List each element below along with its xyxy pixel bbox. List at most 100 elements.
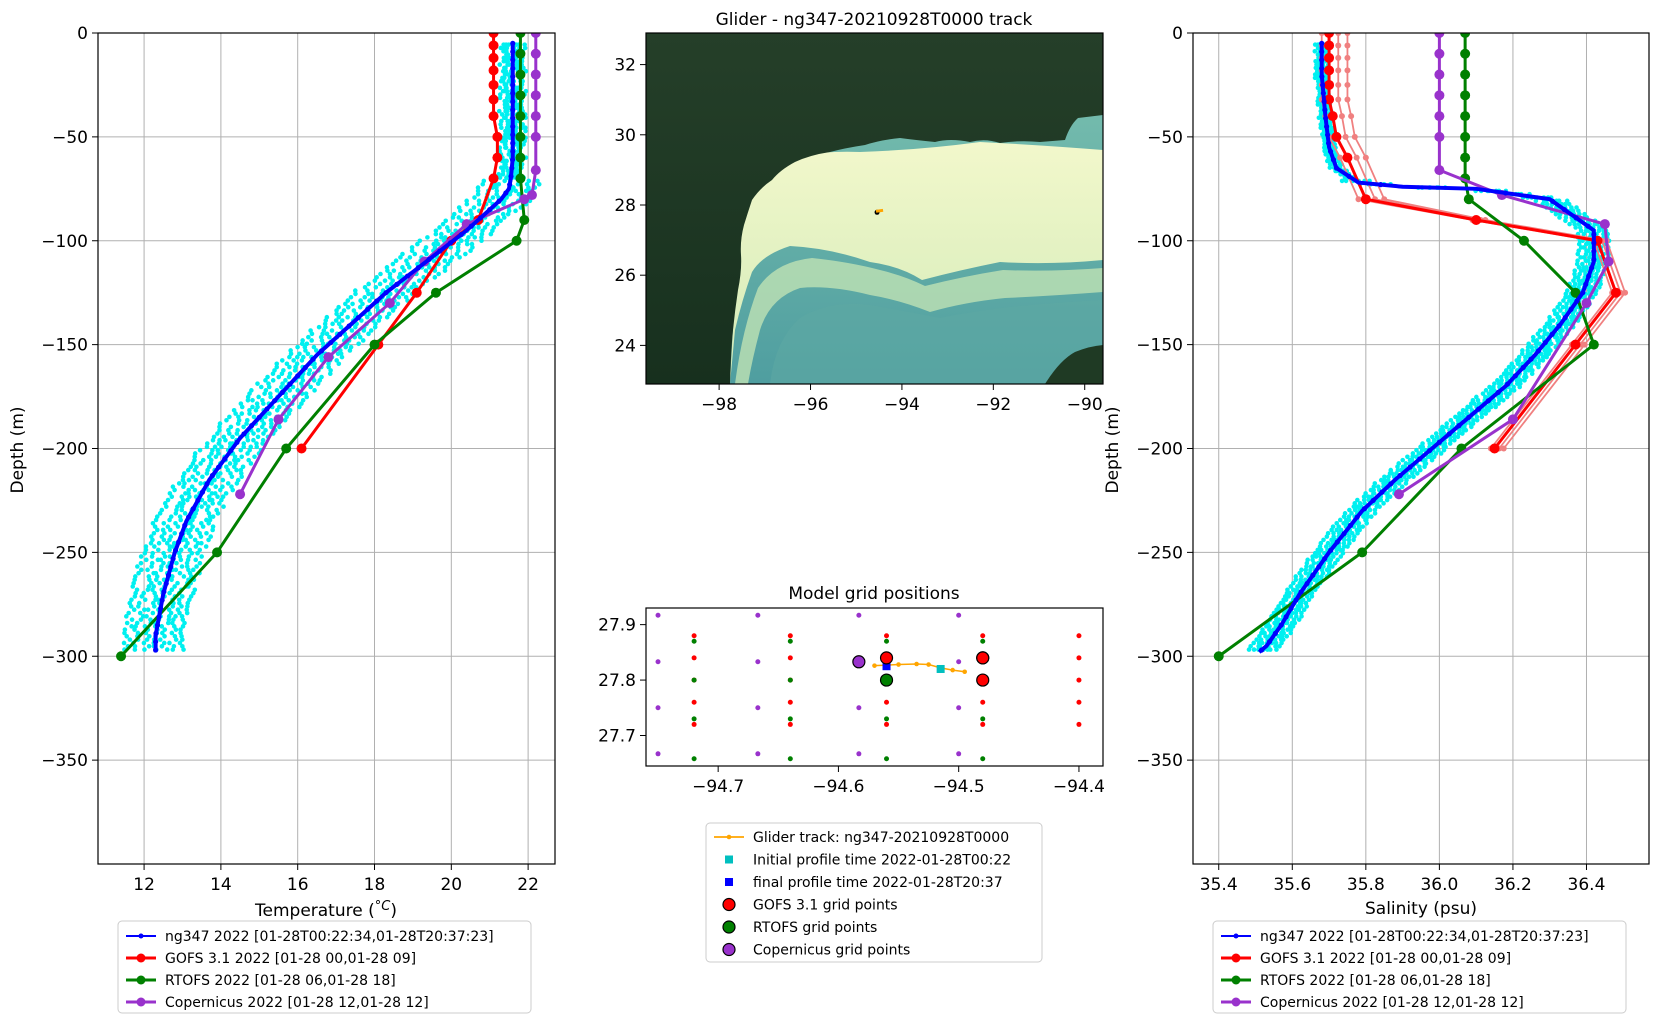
glider-scatter-point bbox=[208, 534, 214, 539]
glider-scatter-point bbox=[506, 125, 511, 131]
glider-scatter-point bbox=[475, 188, 481, 194]
glider-scatter-point bbox=[1402, 464, 1408, 470]
glider-scatter-point bbox=[360, 301, 365, 307]
glider-scatter-point bbox=[268, 394, 273, 400]
legend-marker bbox=[1231, 997, 1241, 1007]
glider-scatter-point bbox=[157, 637, 163, 642]
bathymetry-map bbox=[646, 33, 1103, 384]
glider-scatter-point bbox=[315, 381, 321, 386]
glider-scatter-point bbox=[219, 444, 224, 450]
glider-mean-point bbox=[510, 74, 516, 80]
glider-scatter-point bbox=[179, 604, 184, 609]
series-point-1 bbox=[1489, 443, 1500, 454]
gofs-grid-point bbox=[980, 699, 986, 705]
series-point-2 bbox=[515, 131, 526, 142]
glider-scatter-point bbox=[167, 640, 172, 646]
gofs-extra-profile-point bbox=[1342, 133, 1349, 140]
glider-scatter-point bbox=[514, 105, 519, 111]
glider-scatter-point bbox=[213, 454, 219, 460]
glider-scatter-point bbox=[1501, 371, 1507, 377]
series-point-1 bbox=[1342, 152, 1353, 163]
glider-scatter-point bbox=[1449, 424, 1455, 430]
glider-mean-point bbox=[199, 489, 206, 495]
glider-scatter-point bbox=[189, 550, 195, 556]
glider-scatter-point bbox=[185, 467, 191, 473]
glider-scatter-point bbox=[150, 610, 156, 616]
glider-scatter-point bbox=[197, 447, 203, 453]
glider-scatter-point bbox=[1341, 514, 1347, 519]
series-point-3 bbox=[1599, 219, 1610, 230]
glider-scatter-point bbox=[180, 637, 185, 642]
glider-scatter-point bbox=[1303, 570, 1309, 576]
copernicus-grid-point bbox=[856, 612, 862, 618]
glider-scatter-point bbox=[1488, 404, 1494, 410]
glider-scatter-point bbox=[1372, 507, 1378, 513]
glider-scatter-point bbox=[1340, 550, 1346, 556]
glider-scatter-point bbox=[132, 647, 138, 652]
glider-scatter-point bbox=[1441, 447, 1447, 453]
glider-scatter-point bbox=[122, 630, 127, 636]
glider-scatter-point bbox=[212, 491, 218, 496]
glider-mean-point bbox=[1327, 148, 1334, 155]
glider-scatter-point bbox=[162, 554, 168, 559]
legend-marker bbox=[1233, 933, 1239, 939]
glider-scatter-point bbox=[180, 497, 186, 503]
glider-scatter-point bbox=[1334, 527, 1340, 533]
map-x-tick-label: −96 bbox=[793, 395, 829, 415]
glider-scatter-point bbox=[1431, 454, 1437, 460]
glider-mean-point bbox=[510, 123, 516, 130]
glider-scatter-point bbox=[398, 255, 403, 260]
glider-scatter-point bbox=[241, 424, 246, 430]
series-point-2 bbox=[515, 90, 526, 101]
glider-scatter-point bbox=[334, 308, 339, 313]
series-point-2 bbox=[515, 173, 526, 184]
glider-scatter-point bbox=[190, 524, 195, 529]
glider-scatter-point bbox=[367, 311, 373, 317]
glider-scatter-point bbox=[475, 191, 481, 197]
glider-mean-point bbox=[1574, 298, 1580, 304]
glider-scatter-point bbox=[454, 221, 460, 227]
glider-mean-point bbox=[374, 298, 380, 304]
glider-scatter-point bbox=[1474, 417, 1480, 423]
glider-scatter-point bbox=[361, 328, 367, 333]
glider-scatter-point bbox=[274, 361, 280, 367]
rtofs-grid-point bbox=[787, 638, 793, 644]
glider-scatter-point bbox=[1288, 630, 1294, 636]
glider-mean-point bbox=[168, 564, 174, 570]
glider-mean-point bbox=[1319, 49, 1325, 55]
glider-scatter-point bbox=[1399, 484, 1405, 490]
glider-mean-point bbox=[228, 447, 234, 454]
glider-scatter-point bbox=[159, 630, 165, 636]
glider-scatter-point bbox=[1377, 504, 1382, 509]
glider-scatter-point bbox=[458, 238, 464, 244]
glider-scatter-point bbox=[1415, 471, 1420, 476]
rtofs-grid-point bbox=[980, 716, 986, 722]
glider-scatter-point bbox=[1491, 388, 1497, 393]
glider-scatter-point bbox=[240, 464, 246, 470]
glider-scatter-point bbox=[1479, 414, 1485, 420]
glider-scatter-point bbox=[1438, 451, 1444, 456]
glider-scatter-point bbox=[391, 268, 397, 273]
glider-scatter-point bbox=[287, 364, 292, 370]
glider-scatter-point bbox=[193, 477, 199, 483]
glider-scatter-point bbox=[165, 524, 171, 529]
grid-y-tick-label: 27.8 bbox=[598, 671, 636, 691]
glider-mean-point bbox=[186, 514, 192, 520]
glider-scatter-point bbox=[1399, 477, 1404, 483]
legend-label: GOFS 3.1 2022 [01-28 00,01-28 09] bbox=[165, 951, 416, 967]
glider-mean-point bbox=[1585, 223, 1591, 229]
y-tick-label: 0 bbox=[1172, 24, 1183, 44]
glider-scatter-point bbox=[464, 201, 470, 207]
glider-scatter-point bbox=[180, 624, 186, 629]
gofs-extra-profile-point bbox=[1335, 33, 1342, 36]
glider-scatter-point bbox=[464, 238, 470, 244]
glider-scatter-point bbox=[1422, 464, 1427, 470]
glider-scatter-point bbox=[1410, 451, 1416, 456]
glider-scatter-point bbox=[255, 381, 260, 386]
glider-scatter-point bbox=[159, 624, 165, 629]
glider-scatter-point bbox=[472, 195, 477, 200]
series-point-1 bbox=[1331, 131, 1342, 142]
glider-scatter-point bbox=[268, 424, 274, 430]
glider-mean-point bbox=[272, 398, 278, 404]
glider-scatter-point bbox=[177, 501, 183, 506]
